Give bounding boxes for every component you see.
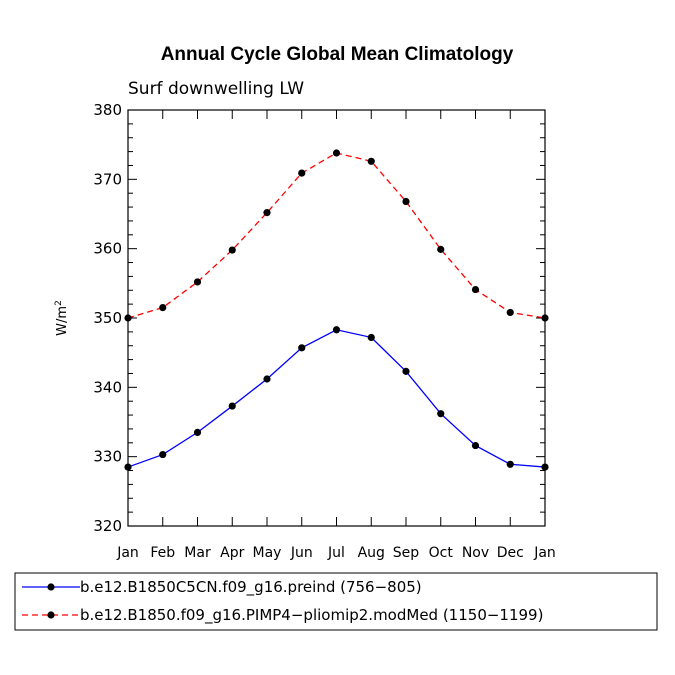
x-tick-label: Nov: [462, 545, 489, 561]
x-tick-label: Dec: [497, 545, 524, 561]
series-1-point: [298, 344, 306, 352]
legend: b.e12.B1850C5CN.f09_g16.preind (756−805)…: [22, 578, 543, 625]
series-2-point: [471, 285, 480, 294]
x-tick-label: Apr: [220, 545, 244, 561]
x-tick-label: Aug: [358, 545, 385, 561]
x-axis-ticks: Jan Feb Mar Apr May Jun Jul Aug Sep Oct Nov Dec Jan: [116, 110, 556, 561]
series-1-point: [193, 428, 202, 436]
series-2-point: [298, 169, 306, 177]
series-line-1: [127, 329, 546, 468]
series-line-2: [127, 152, 546, 319]
series-1-point: [159, 450, 167, 459]
series-1-point: [541, 463, 549, 471]
x-tick-label: Jan: [533, 545, 556, 561]
series-2-point: [124, 314, 132, 322]
series-1-point: [506, 460, 514, 468]
y-tick-label: 370: [93, 170, 122, 188]
series-1-point: [228, 402, 236, 410]
series-2-point: [263, 209, 271, 217]
x-tick-label: Feb: [150, 545, 175, 561]
x-tick-label: Sep: [393, 545, 420, 561]
y-tick-label: 340: [93, 378, 122, 396]
series-1-point: [367, 333, 375, 342]
series-1-point: [402, 367, 410, 375]
legend-box: [14, 572, 658, 631]
series-1-point: [124, 463, 132, 471]
series-2-point: [367, 157, 375, 165]
y-axis-label-exponent: 2: [54, 300, 64, 306]
chart-subtitle: Surf downwelling LW: [128, 79, 304, 99]
series-2-point: [193, 278, 202, 286]
series-2-point: [437, 245, 445, 253]
x-tick-label: Mar: [184, 545, 211, 561]
x-tick-label: Jan: [116, 545, 139, 561]
y-axis-label: W/m2: [54, 300, 70, 336]
x-tick-label: Oct: [429, 545, 454, 561]
chart-title: Annual Cycle Global Mean Climatology: [161, 44, 514, 65]
series-layer: [124, 149, 549, 471]
y-axis-ticks: 320 330 340 350 360 370 380: [93, 101, 545, 535]
plot-frame: [127, 109, 546, 527]
series-2-point: [228, 246, 236, 254]
series-1-point: [263, 375, 271, 383]
x-tick-label: Jun: [290, 545, 313, 561]
series-2-point: [332, 149, 341, 157]
y-tick-label: 380: [93, 101, 122, 119]
legend-marker-1: [47, 583, 55, 591]
series-1-point: [471, 441, 480, 450]
series-1-point: [332, 326, 341, 334]
series-1-point: [437, 410, 445, 418]
series-2-point: [506, 308, 514, 317]
x-tick-label: Jul: [327, 545, 345, 561]
y-axis-label-base: W/m: [55, 306, 70, 336]
legend-label-1: b.e12.B1850C5CN.f09_g16.preind (756−805): [80, 578, 422, 597]
legend-marker-2: [47, 611, 55, 619]
legend-label-2: b.e12.B1850.f09_g16.PIMP4−pliomip2.modMe…: [80, 606, 543, 625]
y-tick-label: 330: [93, 448, 122, 466]
x-tick-label: May: [253, 545, 282, 561]
y-tick-label: 350: [93, 309, 122, 327]
series-2-point: [159, 304, 167, 312]
y-tick-label: 360: [93, 240, 122, 258]
series-2-point: [402, 197, 410, 206]
y-tick-label: 320: [93, 517, 122, 535]
series-2-point: [541, 314, 549, 322]
